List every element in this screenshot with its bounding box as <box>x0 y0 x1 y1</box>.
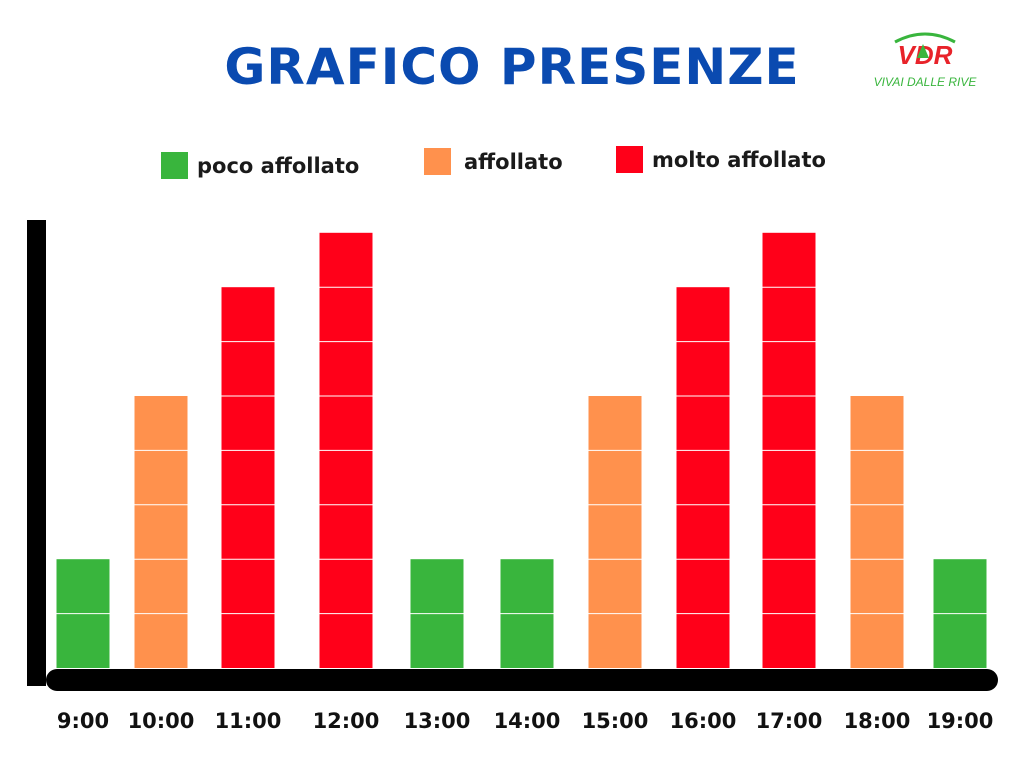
y-axis <box>27 220 46 686</box>
bar-16:00 <box>676 287 730 668</box>
bar-11:00 <box>221 287 275 668</box>
bar-18:00 <box>850 396 904 668</box>
legend-label: molto affollato <box>652 147 826 172</box>
x-tick-label: 19:00 <box>927 709 994 733</box>
logo-subtext: VIVAI DALLE RIVE <box>874 75 978 89</box>
x-tick-label: 16:00 <box>670 709 737 733</box>
legend-item-molto-affollato: molto affollato <box>616 146 826 173</box>
vdr-logo: VDR VIVAI DALLE RIVE <box>874 32 978 89</box>
x-tick-label: 11:00 <box>215 709 282 733</box>
x-tick-label: 14:00 <box>494 709 561 733</box>
bar-15:00 <box>588 396 642 668</box>
legend-label: affollato <box>464 149 563 174</box>
x-tick-label: 18:00 <box>844 709 911 733</box>
legend-item-poco-affollato: poco affollato <box>161 152 359 179</box>
legend-swatch-red <box>616 146 643 173</box>
legend-swatch-green <box>161 152 188 179</box>
x-tick-label: 15:00 <box>582 709 649 733</box>
x-tick-label: 9:00 <box>57 709 109 733</box>
legend-swatch-orange <box>424 148 451 175</box>
x-tick-label: 10:00 <box>128 709 195 733</box>
x-tick-label: 17:00 <box>756 709 823 733</box>
x-tick-label: 12:00 <box>313 709 380 733</box>
chart-title: GRAFICO PRESENZE <box>224 38 800 96</box>
x-axis <box>46 669 998 691</box>
bar-10:00 <box>134 396 188 668</box>
legend-label: poco affollato <box>197 153 360 178</box>
x-tick-label: 13:00 <box>404 709 471 733</box>
legend-item-affollato: affollato <box>424 148 563 175</box>
